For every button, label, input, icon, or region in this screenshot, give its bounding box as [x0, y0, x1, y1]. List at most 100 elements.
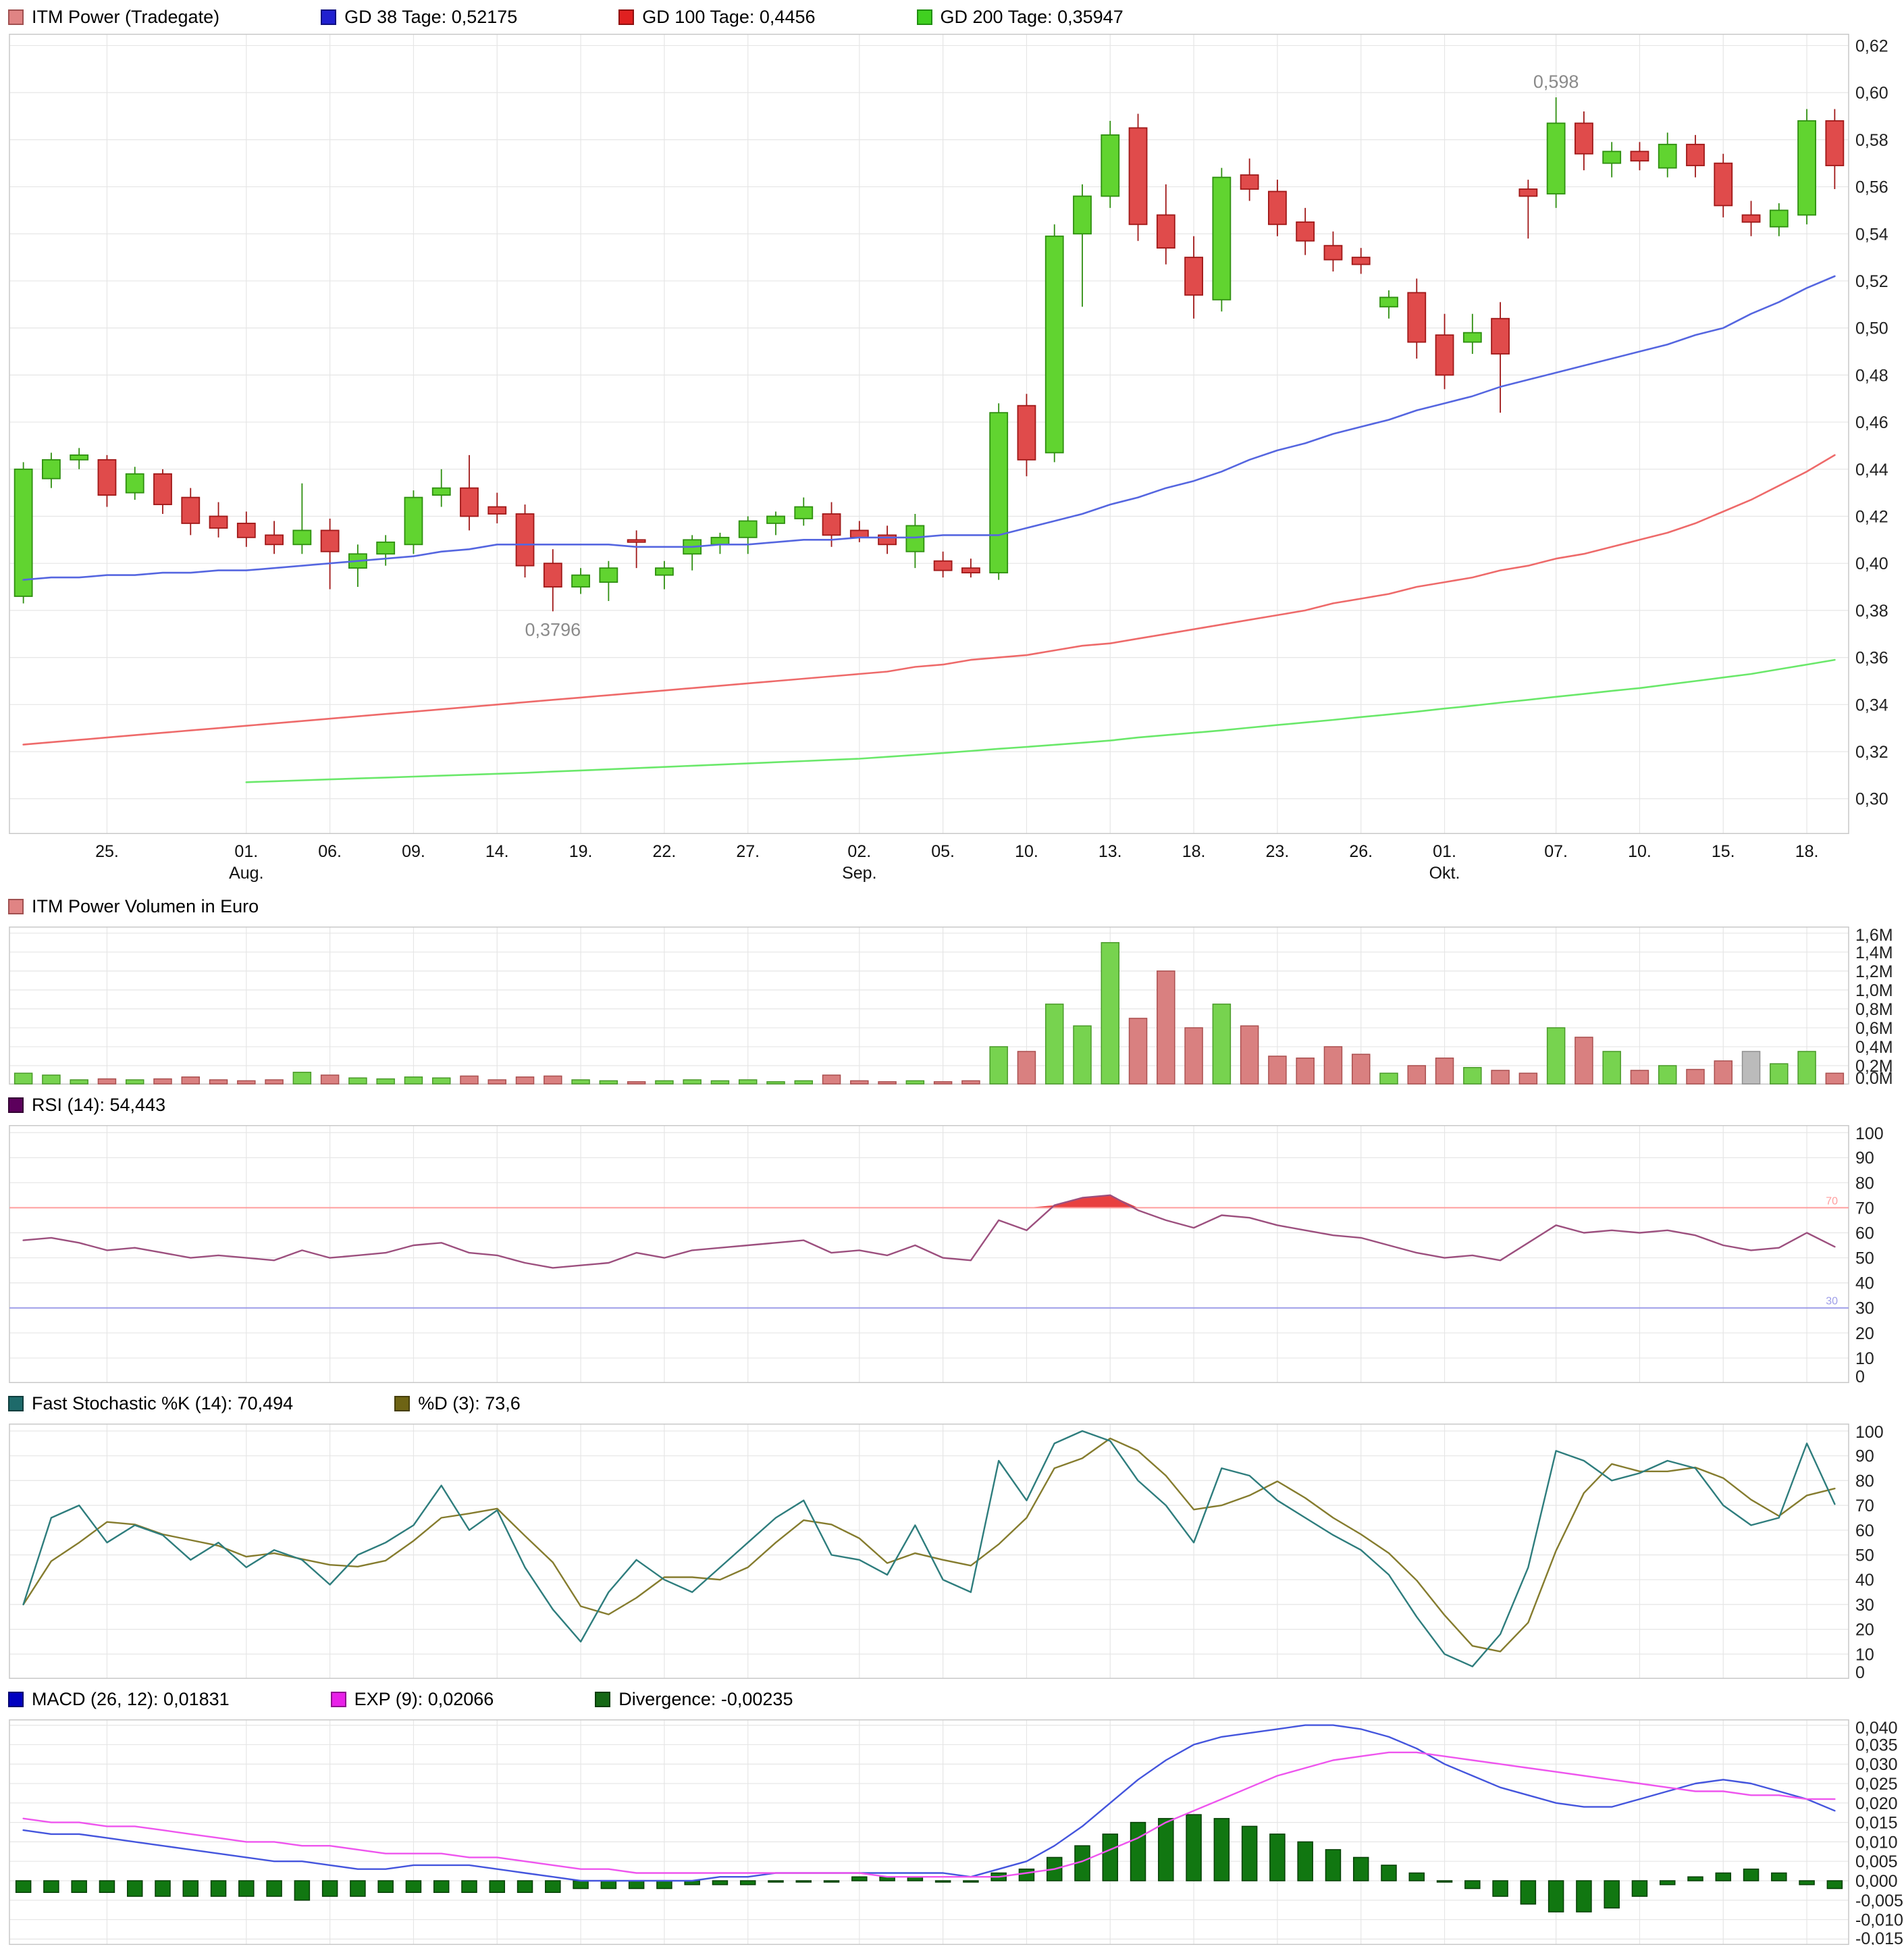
price-legend: ITM Power (Tradegate) GD 38 Tage: 0,52175… — [0, 0, 1904, 34]
svg-text:0,54: 0,54 — [1855, 225, 1888, 244]
svg-text:07.: 07. — [1544, 842, 1568, 861]
svg-text:0,30: 0,30 — [1855, 790, 1888, 809]
volume-series-marker — [8, 898, 24, 914]
stoch-k-marker — [8, 1395, 24, 1411]
price-series-marker — [8, 9, 24, 25]
svg-text:10.: 10. — [1628, 842, 1651, 861]
svg-text:0,015: 0,015 — [1855, 1814, 1898, 1833]
legend-label: %D (3): 73,6 — [418, 1393, 521, 1413]
svg-text:23.: 23. — [1266, 842, 1290, 861]
svg-text:05.: 05. — [931, 842, 955, 861]
svg-text:1,6M: 1,6M — [1855, 927, 1893, 945]
svg-text:27.: 27. — [736, 842, 760, 861]
svg-text:1,2M: 1,2M — [1855, 962, 1893, 981]
svg-text:0,60: 0,60 — [1855, 84, 1888, 103]
svg-text:50: 50 — [1855, 1249, 1874, 1268]
legend-label: MACD (26, 12): 0,01831 — [32, 1688, 230, 1709]
rsi-legend: RSI (14): 54,443 — [0, 1085, 1904, 1125]
svg-text:40: 40 — [1855, 1274, 1874, 1293]
svg-text:1,0M: 1,0M — [1855, 981, 1893, 1000]
svg-text:-0,015: -0,015 — [1855, 1929, 1903, 1945]
svg-text:70: 70 — [1826, 1195, 1838, 1207]
legend-label: EXP (9): 0,02066 — [354, 1688, 494, 1709]
svg-text:50: 50 — [1855, 1546, 1874, 1565]
volume-bar-chart: 1,6M1,4M1,2M1,0M0,8M0,6M0,4M0,2M0,0M — [9, 927, 1893, 1085]
svg-text:0,58: 0,58 — [1855, 131, 1888, 150]
price-candlestick-chart: 0,62 0,60 0,58 0,56 0,54 0,52 0,50 0,48 0,46 0,44… — [9, 34, 1888, 883]
legend-item: ITM Power Volumen in Euro — [8, 896, 259, 917]
svg-text:0,52: 0,52 — [1855, 272, 1888, 291]
svg-text:0,2M: 0,2M — [1855, 1057, 1893, 1076]
svg-text:0,020: 0,020 — [1855, 1794, 1898, 1813]
svg-text:09.: 09. — [402, 842, 425, 861]
svg-text:0,38: 0,38 — [1855, 602, 1888, 621]
svg-text:70: 70 — [1855, 1199, 1874, 1218]
stochastic-chart: 100 90 80 70 60 50 40 30 20 100 — [9, 1424, 1884, 1679]
svg-text:0,8M: 0,8M — [1855, 1000, 1893, 1019]
svg-text:30: 30 — [1855, 1299, 1874, 1318]
legend-item: EXP (9): 0,02066 — [330, 1688, 494, 1710]
svg-text:10.: 10. — [1015, 842, 1038, 861]
svg-text:0,040: 0,040 — [1855, 1719, 1898, 1738]
svg-text:Okt.: Okt. — [1429, 864, 1460, 883]
svg-text:0,030: 0,030 — [1855, 1755, 1898, 1774]
legend-label: GD 200 Tage: 0,35947 — [940, 6, 1123, 27]
rsi-chart: 100 90 80 70 60 50 40 30 20 100 70 30 — [9, 1125, 1884, 1383]
svg-text:-0,005: -0,005 — [1855, 1892, 1903, 1910]
svg-text:01.: 01. — [234, 842, 258, 861]
svg-text:Aug.: Aug. — [229, 864, 263, 883]
svg-text:15.: 15. — [1712, 842, 1735, 861]
svg-text:0,025: 0,025 — [1855, 1775, 1898, 1794]
svg-text:30: 30 — [1826, 1296, 1838, 1307]
legend-item: GD 200 Tage: 0,35947 — [916, 6, 1123, 28]
svg-text:0,6M: 0,6M — [1855, 1019, 1893, 1038]
svg-text:0,36: 0,36 — [1855, 649, 1888, 668]
svg-text:0,598: 0,598 — [1533, 72, 1579, 92]
svg-text:1,4M: 1,4M — [1855, 943, 1893, 962]
legend-item: GD 100 Tage: 0,4456 — [618, 7, 816, 28]
rsi-marker — [8, 1097, 24, 1113]
svg-text:0,50: 0,50 — [1855, 319, 1888, 338]
legend-label: ITM Power Volumen in Euro — [32, 895, 259, 916]
legend-label: Divergence: -0,00235 — [618, 1688, 793, 1709]
svg-text:22.: 22. — [653, 842, 677, 861]
svg-text:0,34: 0,34 — [1855, 696, 1888, 714]
divergence-marker — [595, 1691, 611, 1707]
svg-text:06.: 06. — [318, 842, 342, 861]
svg-text:0,000: 0,000 — [1855, 1872, 1898, 1891]
svg-text:0,44: 0,44 — [1855, 461, 1888, 479]
svg-text:0: 0 — [1855, 1368, 1865, 1383]
legend-label: RSI (14): 54,443 — [32, 1094, 166, 1115]
svg-text:0: 0 — [1855, 1663, 1865, 1679]
legend-label: GD 38 Tage: 0,52175 — [344, 6, 518, 27]
svg-text:0,0M: 0,0M — [1855, 1069, 1893, 1085]
macd-legend: MACD (26, 12): 0,01831 EXP (9): 0,02066 Di… — [0, 1679, 1904, 1719]
legend-item: ITM Power (Tradegate) — [8, 7, 219, 28]
svg-text:0,56: 0,56 — [1855, 178, 1888, 197]
svg-text:25.: 25. — [95, 842, 119, 861]
svg-text:60: 60 — [1855, 1521, 1874, 1540]
legend-label: Fast Stochastic %K (14): 70,494 — [32, 1393, 294, 1413]
svg-text:0,40: 0,40 — [1855, 554, 1888, 573]
legend-item: RSI (14): 54,443 — [8, 1095, 165, 1116]
svg-text:01.: 01. — [1433, 842, 1456, 861]
svg-text:100: 100 — [1855, 1424, 1884, 1442]
svg-text:13.: 13. — [1099, 842, 1122, 861]
macd-chart: 0,0400,0350,0300,0250,0200,0150,0100,005… — [9, 1719, 1903, 1945]
gd38-marker — [321, 9, 337, 25]
legend-item: Divergence: -0,00235 — [595, 1689, 793, 1710]
stochastic-legend: Fast Stochastic %K (14): 70,494 %D (3): 7… — [0, 1383, 1904, 1424]
gd200-marker — [916, 9, 932, 25]
svg-text:18.: 18. — [1795, 842, 1819, 861]
volume-legend: ITM Power Volumen in Euro — [0, 886, 1904, 927]
svg-text:14.: 14. — [485, 842, 509, 861]
svg-text:100: 100 — [1855, 1125, 1884, 1143]
svg-text:19.: 19. — [569, 842, 593, 861]
svg-text:0,46: 0,46 — [1855, 413, 1888, 432]
svg-text:60: 60 — [1855, 1224, 1874, 1243]
svg-text:80: 80 — [1855, 1472, 1874, 1490]
svg-text:0,4M: 0,4M — [1855, 1038, 1893, 1057]
svg-text:90: 90 — [1855, 1447, 1874, 1466]
svg-text:90: 90 — [1855, 1149, 1874, 1168]
